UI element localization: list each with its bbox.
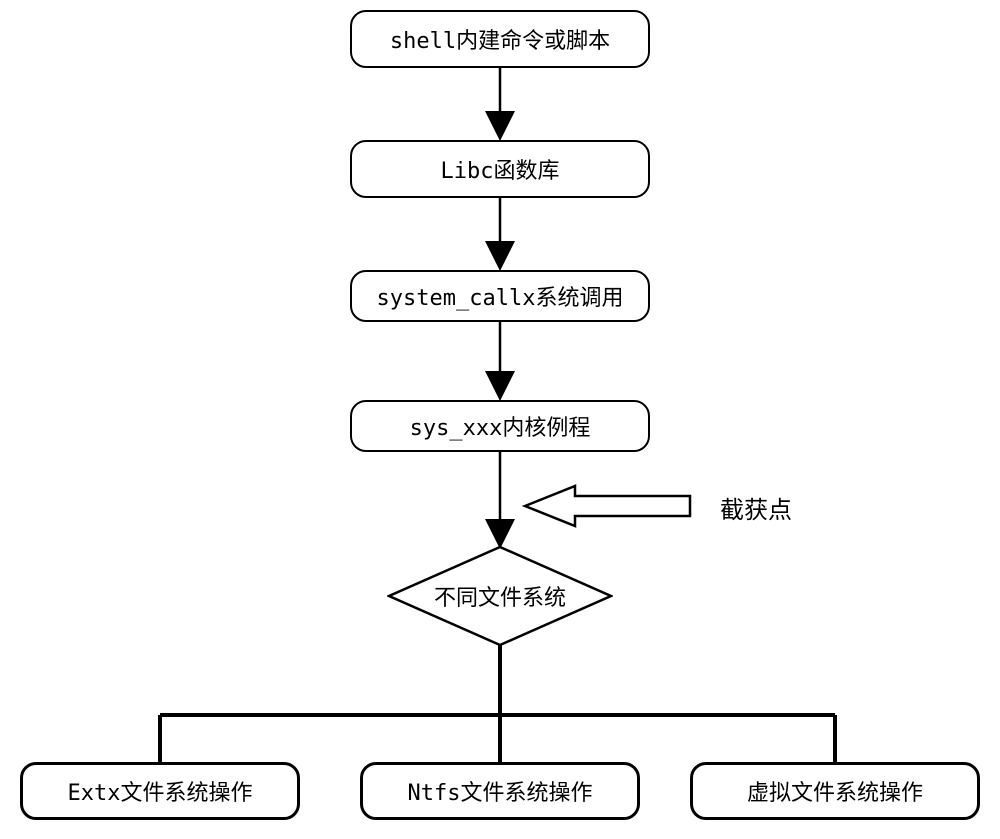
node-label: sys_xxx内核例程 [410,410,591,442]
flowchart-node-syscall: system_callx系统调用 [350,270,650,322]
node-label: Extx文件系统操作 [68,775,253,807]
node-label: 虚拟文件系统操作 [747,775,923,807]
flowchart-node-kernel: sys_xxx内核例程 [350,400,650,452]
flowchart-decision-fs: 不同文件系统 [387,545,613,647]
node-label: Libc函数库 [441,153,560,185]
flowchart-node-libc: Libc函数库 [350,140,650,198]
flowchart-node-extx: Extx文件系统操作 [20,762,300,820]
intercept-text: 截获点 [720,496,792,524]
node-label: Ntfs文件系统操作 [408,775,593,807]
flowchart-node-ntfs: Ntfs文件系统操作 [360,762,640,820]
flowchart-node-vfs: 虚拟文件系统操作 [690,762,980,820]
intercept-arrow-icon [520,483,695,529]
node-label: 不同文件系统 [434,580,566,612]
flowchart-container: shell内建命令或脚本 Libc函数库 system_callx系统调用 sy… [0,0,1000,839]
intercept-label: 截获点 [720,490,792,525]
node-label: system_callx系统调用 [377,280,624,312]
